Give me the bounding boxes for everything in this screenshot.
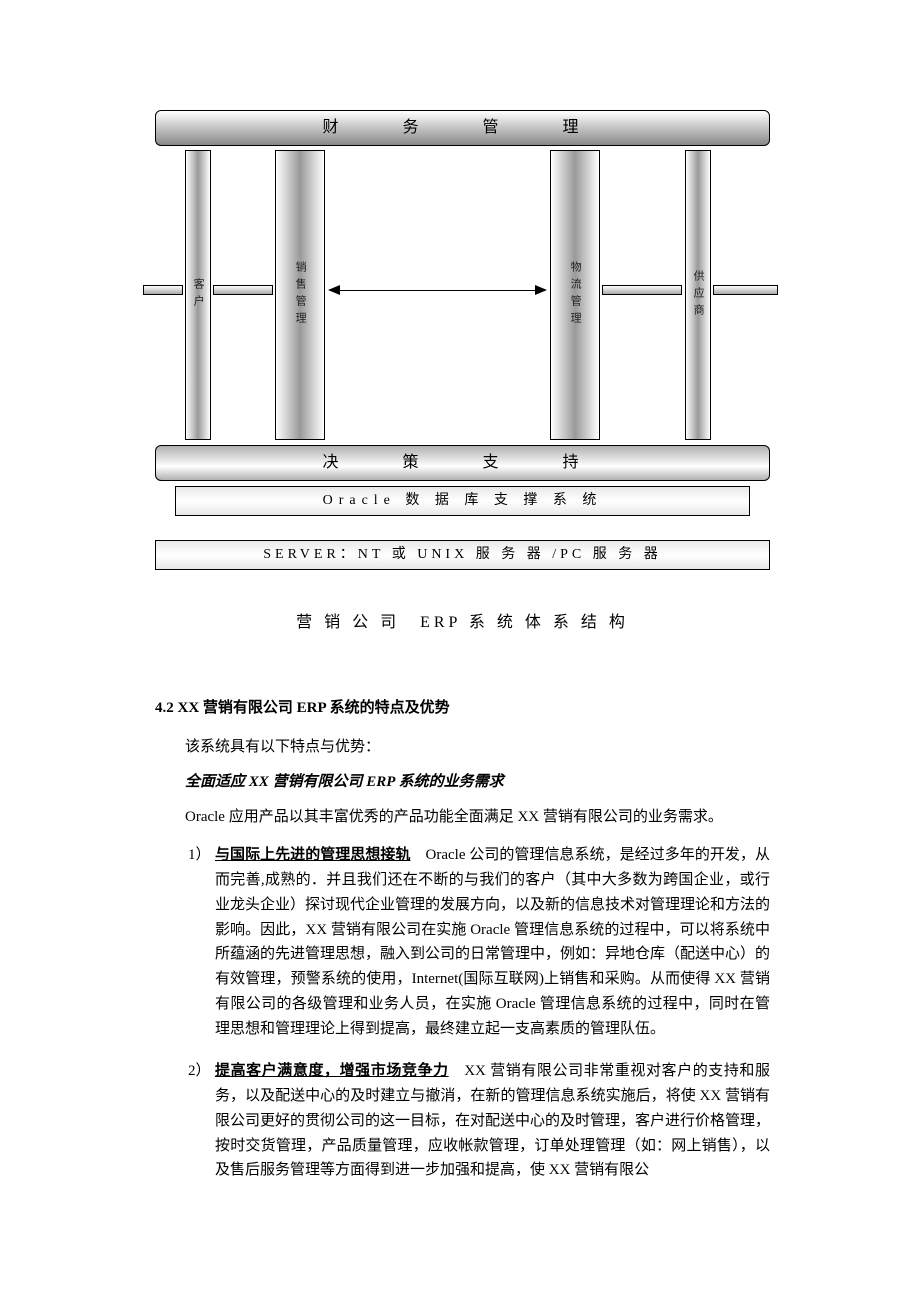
connector-right-inner [602, 285, 682, 295]
bar-oracle-label: Oracle 数 据 库 支 撑 系 统 [323, 489, 603, 512]
bar-oracle-db: Oracle 数 据 库 支 撑 系 统 [175, 486, 750, 516]
intro-line: 该系统具有以下特点与优势： [155, 735, 770, 760]
pillar-logistics-label: 物流管理 [566, 261, 584, 329]
pillar-sales-mgmt: 销售管理 [275, 150, 325, 440]
bar-decision-support: 决 策 支 持 [155, 445, 770, 481]
pillar-supplier: 供应商 [685, 150, 711, 440]
bar-server: SERVER：NT 或 UNIX 服 务 器 /PC 服 务 器 [155, 540, 770, 570]
connector-right-outer [713, 285, 778, 295]
pillar-logistics-mgmt: 物流管理 [550, 150, 600, 440]
list-item: 2） 提高客户满意度，增强市场竞争力 XX 营销有限公司非常重视对客户的支持和服… [188, 1059, 770, 1183]
list-lead: 提高客户满意度，增强市场竞争力 [215, 1063, 449, 1079]
arrow-head-right [535, 285, 547, 295]
top-bar-finance: 财 务 管 理 [155, 110, 770, 146]
bar-server-label: SERVER：NT 或 UNIX 服 务 器 /PC 服 务 器 [263, 543, 661, 566]
connector-left-inner [213, 285, 273, 295]
diagram-caption: 营 销 公 司 ERP 系 统 体 系 结 构 [155, 610, 770, 636]
list-item: 1） 与国际上先进的管理思想接轨 Oracle 公司的管理信息系统，是经过多年的… [188, 843, 770, 1041]
bar-decision-label: 决 策 支 持 [322, 450, 602, 476]
sub-heading: 全面适应 XX 营销有限公司 ERP 系统的业务需求 [155, 770, 770, 795]
pillar-customer: 客户 [185, 150, 211, 440]
bidir-arrow-line [340, 290, 535, 291]
pillar-customer-label: 客户 [189, 278, 207, 312]
arrow-head-left [328, 285, 340, 295]
list-marker: 2） [188, 1059, 211, 1084]
list-lead: 与国际上先进的管理思想接轨 [215, 847, 410, 863]
pillar-sales-label: 销售管理 [291, 261, 309, 329]
section-title: 4.2 XX 营销有限公司 ERP 系统的特点及优势 [155, 696, 770, 721]
pillar-supplier-label: 供应商 [689, 270, 707, 321]
connector-left-outer [143, 285, 183, 295]
list-rest: XX 营销有限公司非常重视对客户的支持和服务，以及配送中心的及时建立与撤消，在新… [215, 1063, 770, 1178]
list-marker: 1） [188, 843, 211, 868]
erp-architecture-diagram: 财 务 管 理 客户 销售管理 物流管理 供应商 决 策 支 持 Oracle … [155, 110, 770, 580]
body-paragraph-1: Oracle 应用产品以其丰富优秀的产品功能全面满足 XX 营销有限公司的业务需… [155, 805, 770, 830]
list-rest: Oracle 公司的管理信息系统，是经过多年的开发，从而完善,成熟的．并且我们还… [215, 847, 770, 1036]
top-bar-label: 财 务 管 理 [322, 115, 602, 141]
feature-list: 1） 与国际上先进的管理思想接轨 Oracle 公司的管理信息系统，是经过多年的… [155, 843, 770, 1183]
